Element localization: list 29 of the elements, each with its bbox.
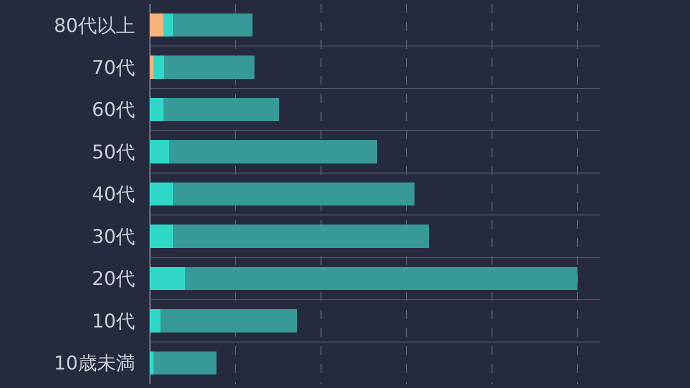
y-tick-label: 20代 — [92, 268, 135, 290]
bar — [150, 309, 161, 332]
bar — [173, 224, 430, 248]
bar — [163, 14, 174, 37]
bar — [173, 182, 415, 206]
bar — [163, 98, 280, 122]
y-tick-label: 80代以上 — [54, 14, 135, 37]
y-tick-label: 10代 — [92, 310, 135, 332]
bar — [173, 14, 253, 37]
bar — [153, 56, 164, 79]
bar — [160, 309, 298, 332]
y-tick-label: 50代 — [92, 141, 135, 164]
bar — [150, 98, 164, 122]
y-tick-label: 10歳未満 — [54, 352, 135, 375]
y-tick-label: 60代 — [92, 99, 135, 122]
bar — [150, 182, 174, 206]
y-tick-label: 30代 — [92, 226, 135, 248]
bar — [169, 140, 377, 164]
bar — [150, 14, 164, 37]
y-tick-label: 70代 — [92, 56, 135, 79]
bar — [153, 351, 216, 374]
bar — [185, 266, 578, 290]
bar — [164, 56, 255, 79]
bar — [150, 224, 174, 248]
bar — [150, 266, 186, 290]
bar — [150, 140, 170, 164]
bar — [150, 351, 154, 374]
y-tick-label: 40代 — [92, 184, 135, 206]
bar — [150, 56, 154, 79]
